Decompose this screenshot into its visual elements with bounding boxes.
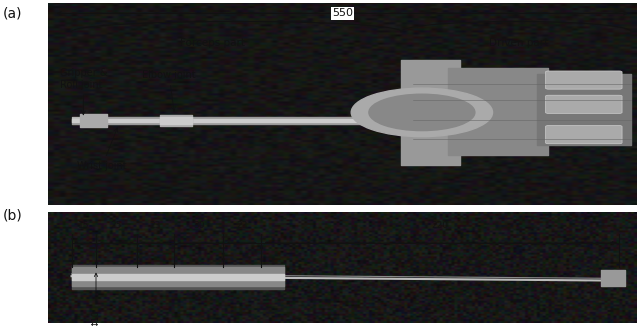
Text: 23: 23 — [150, 221, 161, 230]
FancyBboxPatch shape — [545, 126, 622, 144]
Text: 550: 550 — [332, 8, 353, 18]
Text: Gripper &
Roll joint: Gripper & Roll joint — [60, 68, 108, 115]
Text: Wrist joint: Wrist joint — [77, 128, 127, 171]
Text: (a): (a) — [3, 7, 22, 21]
Text: Elbow joint: Elbow joint — [142, 70, 196, 111]
Text: 23: 23 — [236, 221, 248, 230]
Text: 30: 30 — [193, 221, 204, 230]
Circle shape — [369, 94, 475, 131]
Text: 25: 25 — [111, 221, 122, 230]
Text: (b): (b) — [3, 209, 23, 223]
Text: 15: 15 — [78, 221, 90, 230]
Circle shape — [351, 88, 493, 137]
Text: Φ10: Φ10 — [92, 273, 100, 326]
FancyBboxPatch shape — [545, 71, 622, 89]
Text: 220: 220 — [431, 221, 449, 230]
FancyBboxPatch shape — [545, 95, 622, 113]
Text: Forceps part: Forceps part — [180, 37, 245, 48]
Text: Driven part: Driven part — [490, 37, 548, 48]
